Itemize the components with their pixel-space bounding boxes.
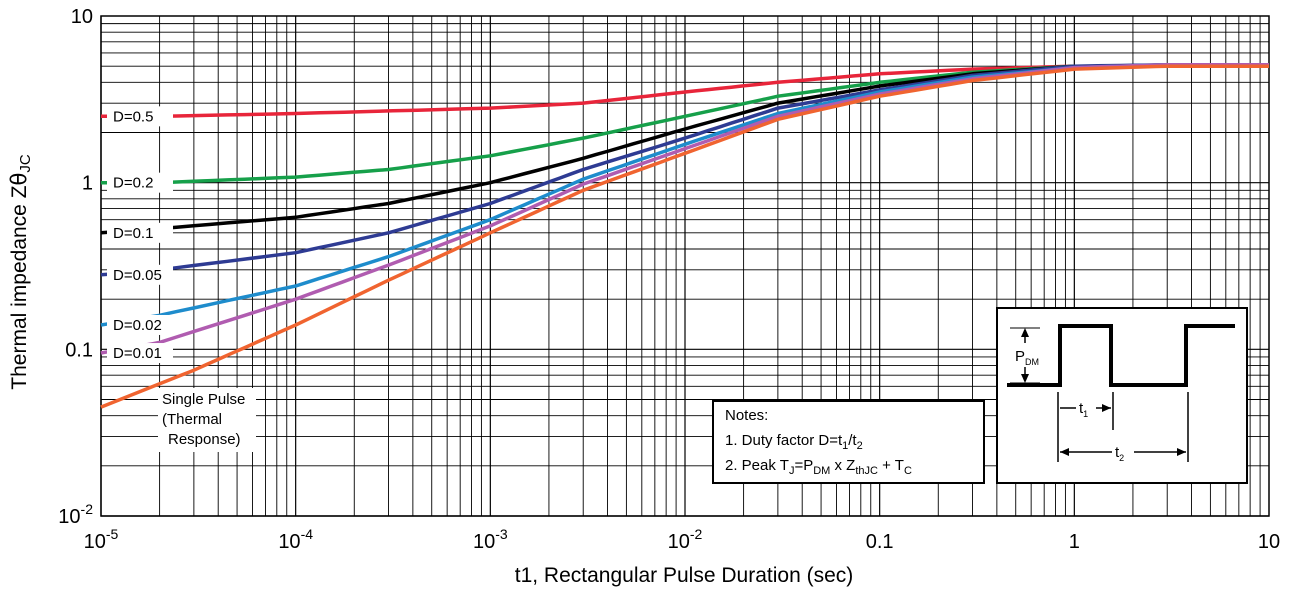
series-label: D=0.05 — [113, 267, 162, 284]
series-label: D=0.2 — [113, 175, 153, 192]
svg-text:2. Peak TJ=PDM x ZthJC + TC: 2. Peak TJ=PDM x ZthJC + TC — [725, 457, 912, 477]
svg-text:Response): Response) — [168, 431, 241, 448]
t2-label: t2 — [1115, 444, 1124, 463]
series-label-bg — [107, 106, 173, 127]
x-tick-label: 10-5 — [84, 526, 119, 553]
x-tick-label: 10 — [1258, 531, 1280, 553]
svg-text:Single Pulse: Single Pulse — [162, 391, 245, 408]
series-line — [100, 64, 1269, 409]
svg-text:(Thermal: (Thermal — [162, 411, 222, 428]
series-label: D=0.01 — [113, 345, 162, 362]
single-pulse-label: Single Pulse (Thermal Response) — [158, 388, 256, 452]
series-label-bg — [107, 343, 173, 364]
x-tick-label: 10-2 — [668, 526, 703, 553]
t1-label: t1 — [1079, 400, 1088, 419]
y-tick-label: 1 — [82, 173, 93, 195]
series-label: D=0.02 — [113, 317, 162, 334]
series-labels: D=0.5 D=0.2 D=0.1 D=0.05 D=0.02 D=0.01 — [107, 106, 173, 364]
x-tick-label: 1 — [1069, 531, 1080, 553]
x-axis-title: t1, Rectangular Pulse Duration (sec) — [515, 564, 854, 587]
series-label-bg — [107, 222, 173, 243]
pdm-label: PDM — [1015, 348, 1039, 367]
curves — [100, 62, 1269, 409]
plot-frame — [100, 15, 1270, 517]
series-label-bg — [107, 172, 173, 193]
x-tick-label: 0.1 — [866, 531, 894, 553]
series-label: D=0.5 — [113, 108, 153, 125]
series-label-bg — [107, 314, 173, 335]
notes-box: Notes: 1. Duty factor D=t1/t2 2. Peak TJ… — [712, 400, 985, 484]
x-tick-label: 10-4 — [278, 526, 313, 553]
svg-text:Notes:: Notes: — [725, 407, 768, 424]
series-label-bg — [107, 264, 173, 285]
y-tick-label: 10-2 — [58, 501, 93, 528]
svg-text:1. Duty factor D=t1/t2: 1. Duty factor D=t1/t2 — [725, 432, 863, 452]
y-axis-title: Thermal impedance ZθJC — [7, 154, 34, 390]
x-tick-label: 10-3 — [473, 526, 508, 553]
waveform-inset: PDM t1 t2 — [996, 307, 1248, 484]
y-tick-label: 0.1 — [65, 339, 93, 361]
series-label: D=0.1 — [113, 225, 153, 242]
y-tick-label: 10 — [71, 6, 93, 28]
ticks: 10-5 10-4 10-3 10-2 0.1 1 10 10-2 0.1 1 10 — [58, 6, 1280, 553]
pulse-waveform — [1007, 324, 1235, 387]
